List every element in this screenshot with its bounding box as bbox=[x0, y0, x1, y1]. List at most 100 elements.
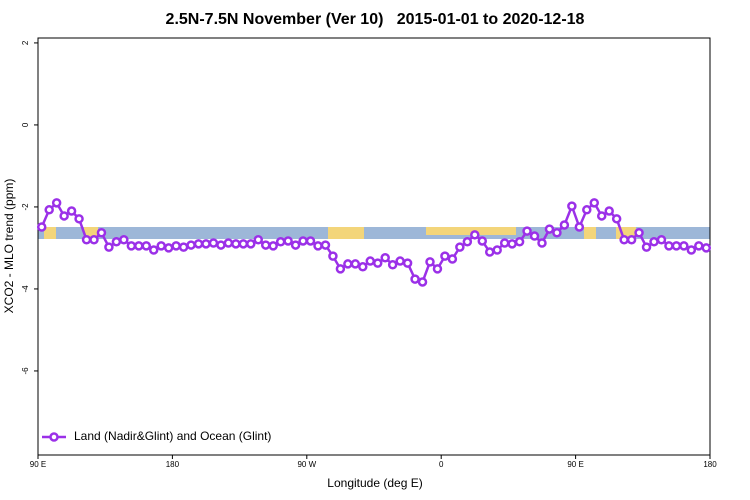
data-point bbox=[470, 230, 480, 240]
data-point bbox=[664, 241, 674, 251]
x-axis-label: Longitude (deg E) bbox=[327, 476, 422, 490]
data-point bbox=[260, 240, 271, 250]
legend-marker bbox=[49, 432, 59, 442]
data-point bbox=[656, 234, 667, 245]
data-point bbox=[208, 238, 219, 248]
data-point bbox=[641, 242, 652, 252]
data-point bbox=[514, 237, 525, 247]
land bbox=[44, 227, 56, 239]
data-point bbox=[81, 234, 92, 245]
data-point bbox=[328, 251, 338, 261]
data-point bbox=[283, 236, 293, 246]
data-point bbox=[350, 259, 361, 269]
land-ocean-strip bbox=[38, 227, 710, 239]
x-tick-label: 90 E bbox=[567, 460, 583, 469]
data-point bbox=[44, 205, 54, 215]
chart-title: 2.5N-7.5N November (Ver 10) 2015-01-01 t… bbox=[166, 11, 585, 28]
data-point bbox=[246, 239, 256, 249]
data-point bbox=[231, 239, 241, 249]
data-point bbox=[507, 239, 517, 249]
data-point bbox=[298, 236, 308, 246]
x-tick-label: 90 W bbox=[297, 460, 316, 469]
data-point bbox=[679, 241, 689, 251]
data-point bbox=[163, 243, 174, 253]
data-point bbox=[567, 201, 577, 211]
data-point bbox=[119, 234, 129, 245]
data-point bbox=[499, 238, 510, 248]
data-point bbox=[148, 245, 159, 255]
data-point bbox=[171, 241, 181, 251]
data-point bbox=[238, 239, 249, 249]
legend-label: Land (Nadir&Glint) and Ocean (Glint) bbox=[74, 429, 271, 443]
data-point bbox=[604, 206, 614, 216]
y-tick-label: 0 bbox=[21, 122, 30, 127]
land bbox=[328, 227, 364, 239]
data-point bbox=[484, 247, 495, 257]
data-point bbox=[141, 241, 152, 251]
data-point bbox=[447, 254, 458, 264]
data-point bbox=[589, 198, 600, 208]
data-point bbox=[455, 242, 465, 252]
data-point bbox=[74, 214, 84, 224]
data-point bbox=[410, 274, 420, 284]
data-point bbox=[462, 237, 473, 247]
y-tick-label: -2 bbox=[21, 203, 30, 211]
data-point bbox=[544, 224, 555, 234]
data-point bbox=[104, 242, 114, 252]
data-point bbox=[126, 241, 137, 251]
data-point bbox=[619, 234, 629, 245]
data-point bbox=[268, 241, 278, 251]
data-point bbox=[552, 228, 562, 238]
data-point bbox=[529, 231, 540, 241]
data-point bbox=[425, 257, 435, 267]
data-point bbox=[66, 206, 77, 216]
data-point bbox=[89, 234, 99, 245]
data-point bbox=[59, 211, 69, 221]
y-axis-label: XCO2 - MLO trend (ppm) bbox=[2, 179, 16, 314]
data-point bbox=[582, 205, 592, 215]
y-tick-label: 2 bbox=[21, 40, 30, 45]
data-point bbox=[320, 240, 331, 250]
data-point bbox=[201, 239, 211, 249]
x-tick-label: 180 bbox=[703, 460, 717, 469]
data-point bbox=[51, 198, 62, 208]
data-point bbox=[574, 222, 585, 232]
y-tick-label: -6 bbox=[21, 367, 30, 375]
data-point bbox=[634, 228, 644, 238]
data-point bbox=[358, 262, 368, 272]
data-point bbox=[611, 214, 622, 224]
ocean bbox=[38, 227, 710, 239]
data-point bbox=[492, 245, 502, 255]
data-point bbox=[432, 264, 443, 274]
data-point bbox=[395, 256, 405, 266]
data-point bbox=[671, 241, 682, 251]
data-point bbox=[686, 245, 697, 255]
data-point bbox=[156, 241, 166, 251]
data-point bbox=[223, 238, 234, 248]
x-tick-label: 0 bbox=[439, 460, 444, 469]
data-point bbox=[440, 251, 450, 261]
data-point bbox=[96, 228, 107, 238]
data-point bbox=[216, 240, 226, 250]
data-point bbox=[649, 237, 659, 247]
data-point bbox=[111, 237, 122, 247]
data-point bbox=[596, 211, 607, 221]
data-point bbox=[559, 220, 570, 230]
data-point bbox=[387, 259, 398, 270]
data-point bbox=[417, 277, 428, 287]
x-tick-label: 90 E bbox=[30, 460, 46, 469]
data-point bbox=[694, 241, 704, 251]
data-point bbox=[178, 242, 189, 252]
data-point bbox=[372, 258, 383, 268]
data-point bbox=[477, 236, 488, 246]
data-point bbox=[134, 241, 144, 251]
data-point bbox=[36, 222, 47, 232]
data-point bbox=[305, 236, 316, 246]
data-point bbox=[193, 239, 204, 249]
data-point bbox=[290, 240, 301, 250]
data-point bbox=[380, 253, 390, 263]
data-point bbox=[343, 259, 353, 269]
data-point bbox=[365, 256, 376, 266]
